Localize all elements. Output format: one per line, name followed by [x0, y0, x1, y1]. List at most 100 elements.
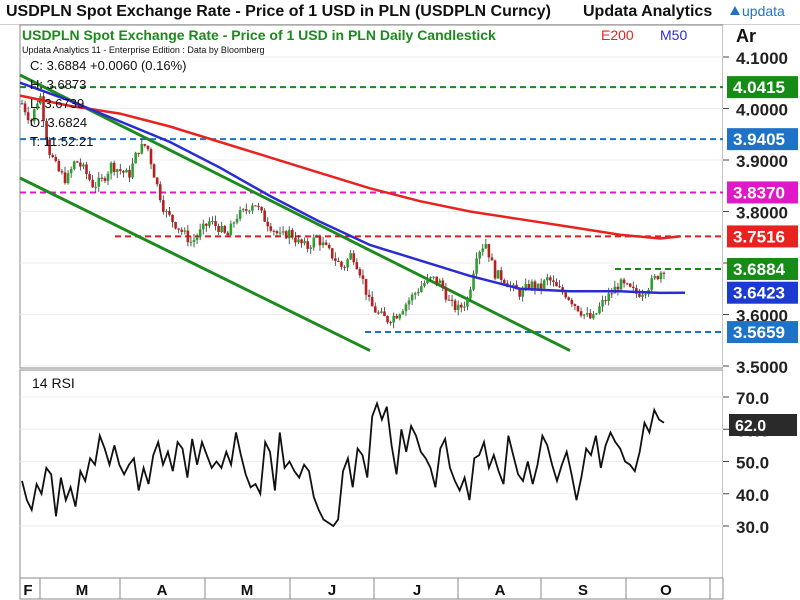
candle-body — [195, 236, 199, 240]
candle-body — [158, 184, 162, 201]
candle-body — [303, 241, 306, 244]
candle-body — [361, 275, 365, 279]
level-badge-label: 3.6884 — [733, 260, 786, 279]
candle-body — [198, 229, 202, 237]
candle-body — [223, 225, 227, 233]
candle-body — [435, 276, 438, 284]
candle-body — [539, 283, 543, 289]
candle-body — [398, 314, 402, 319]
candle-body — [208, 221, 211, 226]
candle-body — [444, 287, 448, 300]
candle-body — [493, 260, 497, 279]
candle-body — [413, 293, 417, 295]
candle-body — [395, 315, 399, 319]
candle-body — [459, 304, 463, 308]
price-panel-title: USDPLN Spot Exchange Rate - Price of 1 U… — [22, 27, 496, 43]
candle-body — [638, 293, 641, 297]
candle-body — [659, 272, 663, 280]
date-label: J — [413, 582, 421, 599]
candle-body — [29, 120, 33, 122]
candle-body — [257, 205, 260, 207]
candle-body — [622, 279, 626, 284]
candle-body — [205, 223, 208, 226]
candle-body — [79, 162, 82, 167]
candle-body — [364, 278, 368, 295]
candle-body — [88, 173, 91, 180]
candle-body — [567, 297, 571, 300]
candle-body — [306, 241, 309, 249]
candle-body — [628, 283, 632, 287]
candle-body — [260, 206, 263, 211]
candle-body — [625, 283, 629, 285]
candle-body — [217, 225, 220, 233]
candle-body — [410, 294, 414, 301]
candle-body — [146, 145, 150, 150]
candle-body — [472, 273, 475, 290]
candle-body — [82, 164, 85, 167]
candle-body — [97, 177, 101, 187]
candle-body — [211, 221, 214, 223]
rsi-tick-label: 30.0 — [736, 518, 769, 537]
price-tick-label: 3.6000 — [736, 307, 788, 326]
candle-body — [214, 221, 217, 226]
candle-body — [143, 144, 147, 146]
candle-body — [294, 237, 297, 243]
candle-body — [653, 276, 657, 279]
candle-body — [248, 210, 251, 212]
level-badge — [727, 181, 798, 204]
candle-body — [251, 205, 254, 211]
candle-body — [318, 236, 322, 246]
candle-body — [186, 230, 190, 243]
level-badge-label: 3.6423 — [733, 284, 785, 303]
level-lines — [20, 86, 723, 334]
candle-body — [125, 169, 128, 173]
candle-body — [558, 286, 561, 288]
candle-body — [582, 314, 586, 316]
candle-body — [588, 312, 592, 319]
rsi-title: 14 RSI — [32, 375, 75, 391]
candle-body — [420, 286, 423, 292]
candle-body — [60, 171, 64, 173]
level-badge — [727, 76, 798, 99]
rsi-tick-label: 70.0 — [736, 389, 769, 408]
candle-body — [48, 139, 51, 155]
candle-body — [42, 96, 45, 121]
date-label: O — [660, 582, 672, 599]
candle-body — [165, 211, 168, 213]
candle-body — [524, 283, 528, 290]
candle-body — [380, 311, 383, 313]
ohlc-time: T: 11:52:21 — [30, 134, 93, 149]
ohlc-low: L: 3.6739 — [30, 96, 84, 111]
chart-title: USDPLN Spot Exchange Rate - Price of 1 U… — [6, 3, 551, 20]
candle-body — [466, 298, 469, 307]
candle-body — [631, 286, 635, 289]
candle-body — [244, 209, 248, 211]
candle-body — [100, 177, 104, 179]
candle-body — [401, 311, 405, 315]
channel-line — [19, 176, 371, 352]
candle-body — [26, 112, 30, 121]
candle-body — [555, 282, 558, 287]
candle-body — [266, 221, 270, 227]
candle-body — [469, 289, 472, 299]
candle-body — [610, 293, 614, 295]
candle-body — [103, 178, 107, 181]
date-label: J — [328, 582, 336, 599]
channel-line — [19, 73, 571, 352]
candle-body — [438, 280, 442, 284]
trend-channel — [19, 73, 571, 352]
brand-name: Updata Analytics — [583, 3, 713, 20]
candle-body — [463, 306, 466, 308]
candle-body — [171, 214, 174, 223]
candle-body — [241, 209, 245, 211]
rsi-tick-label: 40.0 — [736, 486, 769, 505]
ohlc-high: H: 3.6873 — [30, 77, 86, 92]
candle-body — [389, 322, 392, 324]
candle-body — [416, 291, 420, 294]
candlesticks — [20, 90, 666, 329]
candle-body — [447, 299, 451, 301]
candle-body — [392, 315, 395, 323]
candle-body — [281, 231, 285, 233]
candle-body — [453, 300, 457, 310]
date-label: A — [495, 582, 506, 599]
